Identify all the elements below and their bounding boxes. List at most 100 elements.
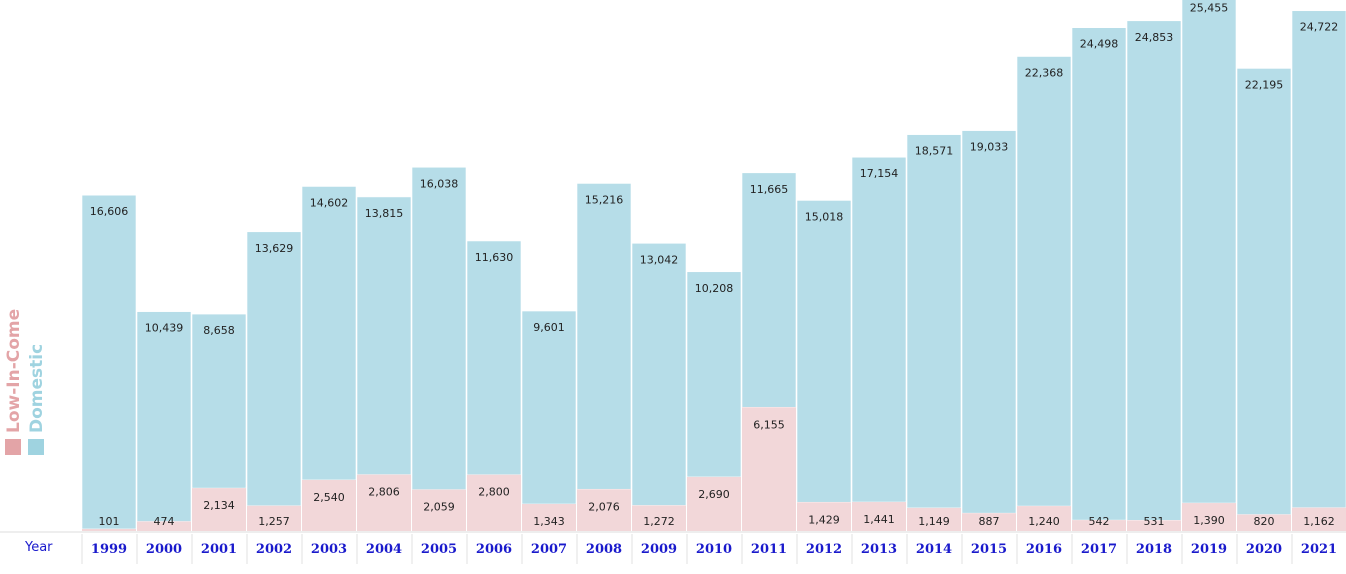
label-domestic-2015: 19,033 — [970, 141, 1009, 154]
year-label-2014: 2014 — [916, 542, 952, 557]
label-low-1999: 101 — [99, 515, 120, 528]
bar-low-2013 — [852, 502, 906, 531]
label-domestic-2011: 11,665 — [750, 183, 789, 196]
bar-domestic-2005 — [411, 166, 467, 490]
bar-low-2000 — [137, 521, 191, 531]
label-domestic-2013: 17,154 — [860, 167, 899, 180]
bar-domestic-2008 — [576, 183, 632, 490]
label-domestic-2020: 22,195 — [1245, 78, 1284, 91]
label-domestic-2010: 10,208 — [695, 282, 734, 295]
label-low-2013: 1,441 — [863, 513, 895, 526]
label-low-2001: 2,134 — [203, 499, 235, 512]
label-domestic-2014: 18,571 — [915, 145, 954, 158]
label-domestic-2019: 25,455 — [1190, 1, 1229, 14]
bar-domestic-2013 — [851, 156, 907, 503]
year-label-2004: 2004 — [366, 542, 402, 557]
label-low-2015: 887 — [979, 515, 1000, 528]
label-low-2016: 1,240 — [1028, 515, 1060, 528]
bar-domestic-2021 — [1291, 10, 1346, 508]
bar-domestic-2018 — [1126, 20, 1182, 521]
year-label-2019: 2019 — [1191, 542, 1227, 557]
label-low-2005: 2,059 — [423, 501, 455, 514]
label-low-2017: 542 — [1089, 515, 1110, 528]
label-domestic-2002: 13,629 — [255, 242, 294, 255]
bar-domestic-1999 — [81, 194, 137, 530]
label-low-2020: 820 — [1254, 515, 1275, 528]
label-domestic-2000: 10,439 — [145, 322, 184, 335]
label-low-2021: 1,162 — [1303, 515, 1335, 528]
year-label-2013: 2013 — [861, 542, 897, 557]
label-domestic-2009: 13,042 — [640, 253, 679, 266]
bars-group — [81, 0, 1346, 531]
legend: Low-In-Come Domestic — [4, 309, 47, 455]
legend-domestic: Domestic — [27, 344, 47, 455]
label-low-2010: 2,690 — [698, 488, 730, 501]
label-low-2014: 1,149 — [918, 515, 950, 528]
bar-domestic-2014 — [906, 134, 962, 509]
label-domestic-2016: 22,368 — [1025, 66, 1064, 79]
year-label-2002: 2002 — [256, 542, 292, 557]
bar-low-2018 — [1127, 520, 1181, 531]
bar-low-2005 — [412, 489, 466, 531]
label-low-2007: 1,343 — [533, 515, 565, 528]
legend-low-income: Low-In-Come — [4, 309, 24, 455]
bar-low-2017 — [1072, 520, 1126, 531]
value-labels-group: 16,606 101 10,439 474 8,658 2,134 13,629 1,257 1… — [90, 1, 1339, 528]
bar-low-2004 — [357, 474, 411, 531]
year-label-2009: 2009 — [641, 542, 677, 557]
bar-domestic-2007 — [521, 310, 577, 505]
label-low-2011: 6,155 — [753, 418, 785, 431]
bar-domestic-2012 — [796, 200, 852, 503]
legend-domestic-text: Domestic — [27, 344, 47, 433]
bar-low-2010 — [687, 476, 741, 531]
legend-domestic-swatch — [28, 439, 44, 455]
bar-domestic-2006 — [466, 240, 522, 476]
bar-domestic-2001 — [191, 313, 247, 489]
bar-domestic-2010 — [686, 271, 742, 478]
label-domestic-2017: 24,498 — [1080, 38, 1119, 51]
year-label-1999: 1999 — [91, 542, 127, 557]
label-low-2002: 1,257 — [258, 515, 290, 528]
year-label-2015: 2015 — [971, 542, 1007, 557]
label-low-2012: 1,429 — [808, 513, 840, 526]
bar-low-2021 — [1292, 507, 1346, 531]
bar-low-2016 — [1017, 506, 1071, 531]
year-label-2003: 2003 — [311, 542, 347, 557]
year-label-2020: 2020 — [1246, 542, 1282, 557]
x-axis-title: Year — [24, 540, 53, 555]
label-domestic-2004: 13,815 — [365, 207, 404, 220]
bar-low-2009 — [632, 505, 686, 531]
label-domestic-2007: 9,601 — [533, 321, 565, 334]
year-label-2005: 2005 — [421, 542, 457, 557]
bar-domestic-2004 — [356, 196, 412, 475]
label-domestic-2012: 15,018 — [805, 210, 844, 223]
bar-low-2008 — [577, 489, 631, 531]
bar-low-2014 — [907, 507, 961, 531]
year-label-2018: 2018 — [1136, 542, 1172, 557]
year-label-2000: 2000 — [146, 542, 182, 557]
bar-domestic-2002 — [246, 231, 302, 507]
year-label-2011: 2011 — [751, 542, 787, 557]
label-low-2003: 2,540 — [313, 491, 345, 504]
label-domestic-1999: 16,606 — [90, 205, 129, 218]
year-label-2016: 2016 — [1026, 542, 1062, 557]
bar-domestic-2016 — [1016, 56, 1072, 507]
bar-domestic-2015 — [961, 130, 1017, 514]
label-domestic-2018: 24,853 — [1135, 31, 1174, 44]
bar-low-2001 — [192, 488, 246, 531]
bar-low-2002 — [247, 505, 301, 531]
year-label-2012: 2012 — [806, 542, 842, 557]
bar-domestic-2020 — [1236, 68, 1292, 515]
bar-domestic-2017 — [1071, 27, 1127, 521]
year-label-2017: 2017 — [1081, 542, 1117, 557]
label-low-2008: 2,076 — [588, 500, 620, 513]
legend-low-income-swatch — [5, 439, 21, 455]
bar-domestic-2009 — [631, 242, 687, 506]
bar-low-1999 — [82, 528, 136, 531]
label-low-2006: 2,800 — [478, 486, 510, 499]
year-label-2007: 2007 — [531, 542, 567, 557]
bar-domestic-2000 — [136, 311, 192, 522]
year-label-2008: 2008 — [586, 542, 622, 557]
